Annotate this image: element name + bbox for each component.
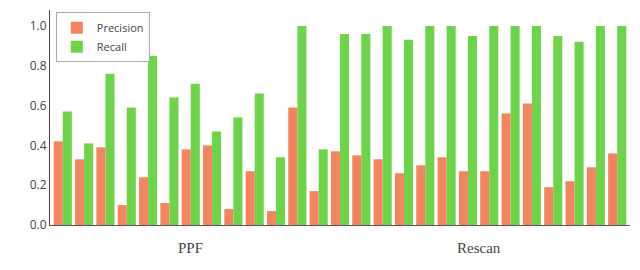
svg-text:Precision: Precision — [97, 20, 144, 35]
svg-text:0.8: 0.8 — [30, 57, 47, 74]
svg-text:0.0: 0.0 — [30, 216, 47, 233]
svg-text:PPF: PPF — [178, 240, 203, 256]
svg-text:0.6: 0.6 — [30, 97, 47, 114]
svg-text:1.0: 1.0 — [30, 17, 47, 34]
svg-text:0.4: 0.4 — [30, 137, 47, 154]
svg-text:Recall: Recall — [97, 39, 127, 54]
svg-text:Rescan: Rescan — [457, 240, 501, 256]
svg-text:0.2: 0.2 — [30, 176, 47, 193]
